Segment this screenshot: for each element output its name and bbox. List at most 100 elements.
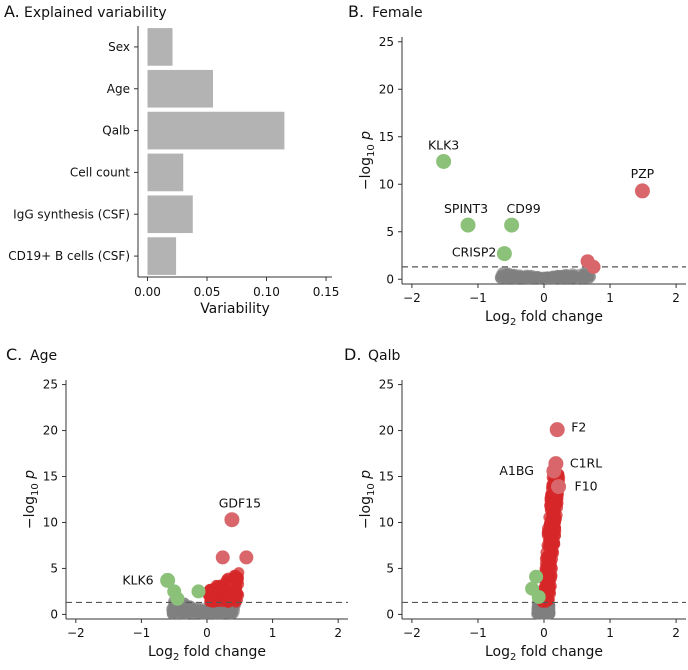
- label-pzp: PZP: [631, 166, 655, 181]
- point-spint3: [460, 217, 476, 233]
- label-cd99: CD99: [507, 201, 541, 216]
- point-ns: [500, 269, 511, 280]
- bar-qalb: [147, 111, 285, 150]
- point-f10: [551, 479, 567, 495]
- point-up-highlight: [215, 550, 230, 565]
- point-up-highlight: [239, 550, 254, 565]
- x-tick-label: 2: [672, 626, 680, 640]
- panel-c-letter: C.: [6, 345, 22, 364]
- category-label: Cell count: [70, 165, 130, 179]
- y-tick-label: 25: [379, 378, 394, 392]
- panel-b: B. Female 0 5 10 15 20 25 −2 −1 0 1 2 Log2 fold chang…: [348, 2, 686, 328]
- x-tick-label: 0: [203, 626, 211, 640]
- x-axis-label: Log2 fold change: [148, 644, 266, 663]
- point-up: [543, 541, 555, 553]
- point-c1rl: [548, 456, 564, 472]
- y-tick-label: 20: [43, 424, 58, 438]
- bar-cell-count: [147, 153, 184, 192]
- label-klk6: KLK6: [122, 572, 153, 587]
- point-up: [223, 587, 235, 599]
- x-axis-label: Variability: [200, 301, 270, 317]
- point-ns: [195, 605, 206, 616]
- x-tick-label: 0: [540, 291, 548, 305]
- x-tick-label: 2: [672, 291, 680, 305]
- bar-igg-synthesis-csf-: [147, 195, 193, 234]
- x-tick-label: −2: [403, 626, 421, 640]
- y-axis-label: −log10 p: [358, 470, 377, 529]
- panel-c-title: Age: [30, 348, 57, 364]
- panel-b-letter: B.: [348, 2, 364, 21]
- y-tick-label: 20: [379, 424, 394, 438]
- category-label: IgG synthesis (CSF): [13, 207, 130, 221]
- x-axis-label: Log2 fold change: [485, 309, 603, 328]
- y-tick-label: 10: [379, 515, 394, 529]
- point-f2: [549, 422, 565, 438]
- panel-d-letter: D.: [344, 345, 361, 364]
- x-tick-label: −2: [67, 626, 85, 640]
- panel-a-title: Explained variability: [24, 5, 167, 21]
- point-gdf15: [224, 512, 240, 528]
- point-up: [548, 508, 560, 520]
- label-f10: F10: [575, 479, 598, 494]
- point-down-highlight: [170, 591, 185, 606]
- point-up: [544, 560, 556, 572]
- y-tick-label: 10: [379, 177, 394, 191]
- x-tick-label: 0.10: [253, 285, 280, 299]
- point-ns: [522, 270, 533, 281]
- bar-cd19-b-cells-csf-: [147, 237, 177, 275]
- label-a1bg: A1BG: [499, 463, 534, 478]
- panel-b-title: Female: [372, 5, 423, 21]
- y-tick-label: 25: [379, 35, 394, 49]
- point-ns: [535, 273, 546, 284]
- y-axis-label: −log10 p: [22, 470, 41, 529]
- x-tick-label: 0.15: [313, 285, 340, 299]
- point-up: [222, 578, 234, 590]
- label-gdf15: GDF15: [219, 496, 261, 511]
- y-axis-label: −log10 p: [358, 131, 377, 190]
- point-up: [231, 573, 243, 585]
- label-spint3: SPINT3: [444, 201, 488, 216]
- point-pzp: [634, 183, 650, 199]
- panel-a-letter: A.: [4, 2, 20, 21]
- panel-d-title: Qalb: [368, 348, 400, 364]
- x-tick-label: −1: [133, 626, 151, 640]
- x-tick-label: 0.00: [134, 285, 161, 299]
- y-tick-label: 5: [50, 561, 58, 575]
- category-label: Qalb: [102, 124, 130, 138]
- point-klk6: [160, 572, 176, 588]
- bar-sex: [147, 28, 173, 66]
- point-up: [547, 528, 559, 540]
- label-klk3: KLK3: [428, 137, 459, 152]
- x-tick-label: 0: [540, 626, 548, 640]
- x-tick-label: 1: [269, 626, 277, 640]
- point-ns: [209, 608, 220, 619]
- y-tick-label: 25: [43, 378, 58, 392]
- panel-a: A. Explained variability Sex Age Qalb Cell co…: [4, 2, 339, 317]
- point-down-highlight: [531, 589, 546, 604]
- label-c1rl: C1RL: [570, 456, 602, 471]
- point-down-highlight: [191, 584, 206, 599]
- x-axis-label: Log2 fold change: [485, 644, 603, 663]
- y-tick-label: 5: [386, 561, 394, 575]
- point-up-highlight: [586, 259, 601, 274]
- bar-age: [147, 69, 213, 108]
- x-tick-label: −1: [469, 291, 487, 305]
- x-tick-label: −2: [403, 291, 421, 305]
- x-tick-label: 0.05: [194, 285, 221, 299]
- point-klk3: [436, 153, 452, 169]
- point-ns: [578, 273, 589, 284]
- y-tick-label: 10: [43, 515, 58, 529]
- panel-d: D. Qalb 0 5 10 15 20 25 −2 −1 0 1 2 Log2 fold change −…: [344, 345, 686, 663]
- point-up: [203, 590, 215, 602]
- x-tick-label: 2: [334, 626, 342, 640]
- y-tick-label: 15: [379, 470, 394, 484]
- point-up: [545, 580, 557, 592]
- point-ns: [513, 272, 524, 283]
- y-tick-label: 0: [50, 607, 58, 621]
- category-label: Sex: [108, 40, 130, 54]
- point-crisp2: [496, 246, 512, 262]
- y-tick-label: 20: [379, 82, 394, 96]
- category-label: CD19+ B cells (CSF): [8, 249, 130, 263]
- point-up: [548, 517, 560, 529]
